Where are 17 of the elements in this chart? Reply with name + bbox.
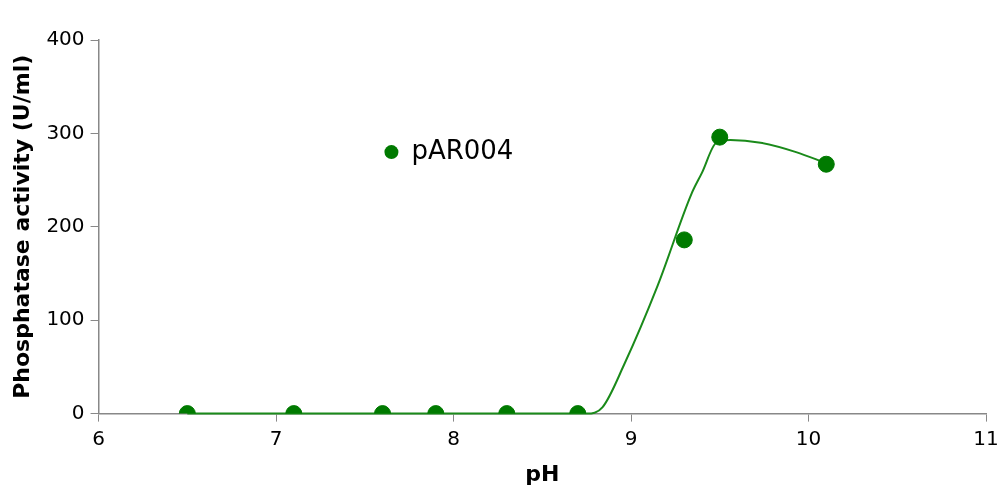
x-tick-label: 8 [447,425,460,450]
point [675,231,693,249]
legend-label: pAR004 [411,134,514,165]
x-tick-label: 7 [269,425,283,450]
x-tick-label: 6 [92,425,105,450]
y-tick-label: 300 [46,119,85,144]
y-tick-label: 100 [46,306,85,331]
x-tick-label: 10 [795,425,822,450]
point [711,128,729,146]
x-axis-title: pH [525,460,560,486]
y-tick-label: 400 [46,26,85,51]
y-tick-label: 200 [46,213,85,237]
point [817,155,835,173]
y-tick-label: 0 [71,399,85,424]
y-axis-title: Phosphatase activity (U/ml) [8,54,34,399]
x-tick-label: 9 [624,425,638,450]
x-tick-label: 11 [973,425,999,450]
